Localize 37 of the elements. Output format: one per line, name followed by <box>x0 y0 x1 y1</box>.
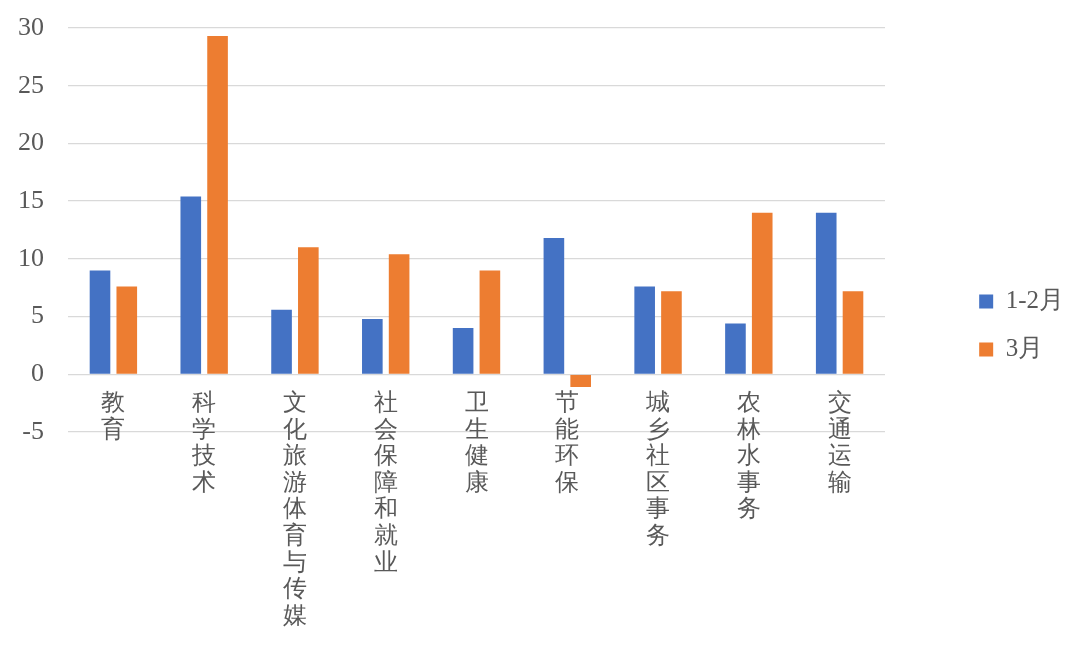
x-tick-label: 农林水事务 <box>735 388 761 522</box>
bar <box>452 328 474 374</box>
category-label: 文化旅游体育与传媒 <box>282 388 307 629</box>
bar <box>271 309 292 374</box>
bar <box>725 323 746 374</box>
bar <box>634 286 655 374</box>
y-tick-label: 10 <box>18 242 44 272</box>
legend-label: 1-2月 <box>1005 286 1064 314</box>
legend-label: 3月 <box>1005 334 1044 362</box>
bar <box>116 286 138 374</box>
bar <box>661 291 682 374</box>
x-tick-label: 节能环保 <box>555 388 580 495</box>
x-tick-label: 社会保障和就业 <box>373 388 398 575</box>
bar <box>362 318 383 374</box>
x-tick-label: 城乡社区事务 <box>645 388 671 549</box>
y-tick-label: 20 <box>18 127 44 157</box>
bar <box>815 212 837 374</box>
x-tick-label: 卫生健康 <box>464 388 489 495</box>
bar <box>543 238 565 374</box>
y-tick-label: 25 <box>18 69 44 99</box>
x-tick-label: 交通运输 <box>827 388 852 495</box>
bar <box>751 212 773 374</box>
y-tick-label: 5 <box>31 300 44 330</box>
bar <box>207 36 228 374</box>
bar <box>842 291 864 374</box>
bar <box>570 374 591 387</box>
bar <box>388 254 410 374</box>
y-tick-label: 30 <box>18 11 44 41</box>
y-tick-label: 15 <box>18 184 44 214</box>
bar <box>298 247 319 374</box>
x-tick-label: 教育 <box>101 388 126 442</box>
y-tick-label: 0 <box>31 358 44 388</box>
bar <box>479 270 501 374</box>
x-tick-label: 科学技术 <box>191 388 217 495</box>
y-tick-label: -5 <box>22 415 44 445</box>
bar <box>89 270 111 374</box>
bar <box>180 196 202 374</box>
